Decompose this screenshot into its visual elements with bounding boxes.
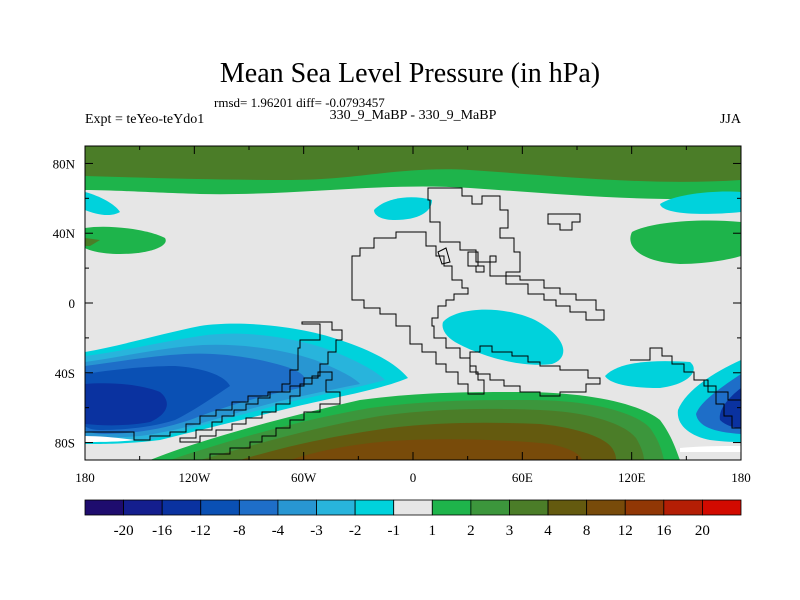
- y-tick-label: 40S: [55, 366, 75, 381]
- x-tick-label: 60E: [512, 470, 533, 485]
- south-america-outline: [179, 321, 343, 443]
- colorbar-swatch: [354, 499, 395, 516]
- colorbar-swatch: [470, 499, 510, 516]
- stats-label: rmsd= 1.96201 diff= -0.0793457: [214, 95, 385, 110]
- se-low-core: [719, 388, 741, 428]
- colorbar-swatch: [547, 499, 588, 516]
- x-tick-label: 60W: [291, 470, 317, 485]
- colorbar-label: 20: [695, 523, 710, 539]
- colorbar-label: -20: [114, 523, 134, 539]
- caribbean-islands: [475, 255, 497, 273]
- nh-west-low: [85, 192, 120, 216]
- colorbar-label: 8: [583, 523, 591, 539]
- y-tick-label: 40N: [53, 226, 76, 241]
- difference-label: 330_9_MaBP - 330_9_MaBP: [330, 108, 497, 123]
- nh-west-high: [85, 226, 166, 254]
- y-tick-label: 80S: [55, 436, 75, 451]
- colorbar-swatch: [161, 499, 202, 516]
- atlantic-low: [374, 197, 432, 220]
- arctic-core: [85, 146, 741, 182]
- colorbar-swatch: [316, 499, 356, 516]
- experiment-label: Expt = teYeo-teYdo1: [85, 112, 204, 127]
- colorbar-label: -2: [349, 523, 362, 539]
- colorbar-swatch: [509, 499, 549, 516]
- x-tick-label: 180: [75, 470, 95, 485]
- antarctica-outline: [85, 371, 341, 460]
- colorbar-label: 16: [656, 523, 672, 539]
- colorbar-label: 1: [429, 523, 437, 539]
- x-tick-label: 120E: [618, 470, 646, 485]
- colorbar-swatch: [200, 499, 240, 516]
- colorbar: -20 -16 -12 -8 -4 -3 -2 -1 1 2 3 4 8 12 16 20: [84, 499, 742, 539]
- pacific-islands-outline: [700, 379, 741, 429]
- colorbar-label: -4: [272, 523, 285, 539]
- australia-outline: [469, 345, 601, 397]
- pacific-high-lat-low: [660, 191, 741, 214]
- chart-title: Mean Sea Level Pressure (in hPa): [220, 58, 600, 89]
- colorbar-swatch: [84, 499, 124, 516]
- colorbar-swatch: [586, 499, 626, 516]
- axes-group: 180 120W 60W 0 60E 120E 180 80N 40N 0 40S 80S: [53, 146, 751, 485]
- nh-east-high: [630, 220, 741, 264]
- x-tick-label: 120W: [178, 470, 211, 485]
- pressure-field: [85, 146, 741, 460]
- sw-low-core: [85, 383, 167, 426]
- colorbar-swatch: [393, 499, 433, 516]
- colorbar-swatch: [624, 499, 665, 516]
- colorbar-label: -12: [191, 523, 211, 539]
- y-tick-label: 0: [69, 296, 76, 311]
- antarctic-high-core: [290, 439, 582, 460]
- colorbar-label: -16: [152, 523, 172, 539]
- y-tick-label: 80N: [53, 156, 76, 171]
- colorbar-label: -3: [310, 523, 323, 539]
- indian-ocean-low: [442, 309, 564, 365]
- x-tick-label: 0: [410, 470, 417, 485]
- x-tick-label: 180: [731, 470, 751, 485]
- colorbar-label: -8: [233, 523, 246, 539]
- colorbar-swatch: [431, 499, 472, 516]
- colorbar-swatch: [238, 499, 279, 516]
- season-label: JJA: [720, 112, 742, 127]
- colorbar-label: 2: [467, 523, 475, 539]
- colorbar-swatch: [702, 499, 742, 516]
- east-antarctica-outline: [630, 347, 741, 401]
- colorbar-swatch: [663, 499, 703, 516]
- colorbar-label: 4: [544, 523, 552, 539]
- continent-outlines: [85, 187, 741, 460]
- greenland-outline: [547, 213, 581, 231]
- colorbar-label: 12: [618, 523, 633, 539]
- colorbar-swatch: [123, 499, 163, 516]
- sh-east-low: [605, 361, 694, 388]
- colorbar-label: -1: [387, 523, 400, 539]
- colorbar-swatch: [277, 499, 317, 516]
- central-america-outline: [505, 275, 605, 321]
- colorbar-label: 3: [506, 523, 514, 539]
- nh-west-core: [85, 238, 100, 246]
- africa-outline: [351, 231, 485, 395]
